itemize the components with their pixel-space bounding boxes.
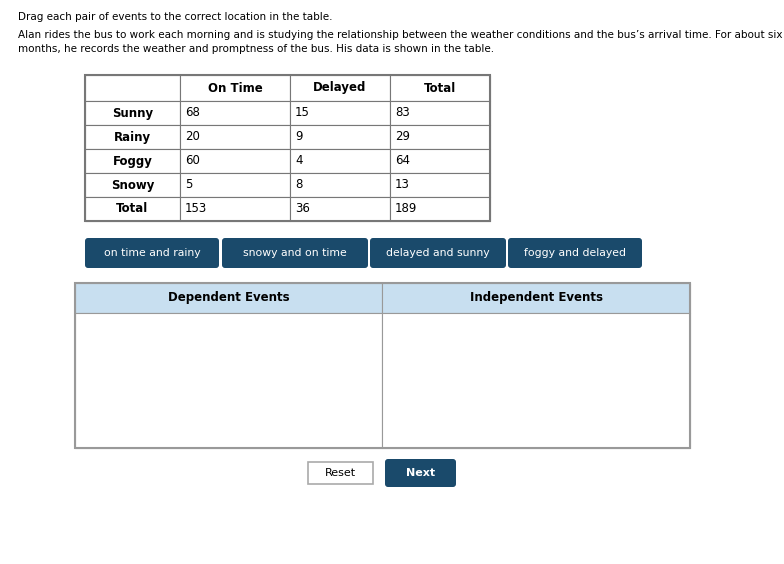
FancyBboxPatch shape	[508, 238, 642, 268]
Bar	[390, 149, 490, 173]
Text: 20: 20	[185, 130, 200, 143]
Text: Independent Events: Independent Events	[470, 292, 603, 305]
Bar	[85, 173, 180, 197]
Bar	[290, 173, 390, 197]
Text: Alan rides the bus to work each morning and is studying the relationship between: Alan rides the bus to work each morning …	[18, 30, 782, 40]
Bar	[290, 101, 390, 125]
Text: Total: Total	[424, 82, 456, 95]
Text: months, he records the weather and promptness of the bus. His data is shown in t: months, he records the weather and promp…	[18, 44, 494, 54]
Text: Next: Next	[406, 468, 435, 478]
Text: 153: 153	[185, 202, 207, 215]
Text: 8: 8	[295, 178, 303, 192]
Bar	[390, 197, 490, 221]
Text: 60: 60	[185, 155, 200, 168]
Text: 4: 4	[295, 155, 303, 168]
Bar	[290, 149, 390, 173]
Text: On Time: On Time	[208, 82, 263, 95]
Bar	[390, 75, 490, 101]
Text: Delayed: Delayed	[314, 82, 367, 95]
Bar	[75, 283, 383, 313]
Bar	[390, 125, 490, 149]
Text: Drag each pair of events to the correct location in the table.: Drag each pair of events to the correct …	[18, 12, 332, 22]
Bar	[180, 197, 290, 221]
Text: 64: 64	[395, 155, 410, 168]
Bar	[85, 125, 180, 149]
FancyBboxPatch shape	[370, 238, 506, 268]
Text: 68: 68	[185, 107, 200, 120]
FancyBboxPatch shape	[222, 238, 368, 268]
Text: Dependent Events: Dependent Events	[168, 292, 289, 305]
Text: 189: 189	[395, 202, 417, 215]
Text: Rainy: Rainy	[114, 130, 151, 143]
Bar	[85, 101, 180, 125]
Bar	[75, 283, 690, 448]
Bar	[180, 101, 290, 125]
Bar	[290, 197, 390, 221]
Text: Snowy: Snowy	[111, 178, 154, 192]
Bar	[290, 75, 390, 101]
Bar	[180, 125, 290, 149]
Text: Total: Total	[116, 202, 149, 215]
Text: 13: 13	[395, 178, 410, 192]
Text: Sunny: Sunny	[112, 107, 153, 120]
Bar	[85, 197, 180, 221]
Text: delayed and sunny: delayed and sunny	[387, 248, 490, 258]
Bar	[85, 75, 490, 221]
Text: 83: 83	[395, 107, 410, 120]
FancyBboxPatch shape	[385, 459, 456, 487]
Bar	[390, 173, 490, 197]
Text: Reset: Reset	[325, 468, 356, 478]
Text: 5: 5	[185, 178, 192, 192]
Bar	[180, 173, 290, 197]
Text: 9: 9	[295, 130, 303, 143]
Text: foggy and delayed: foggy and delayed	[524, 248, 626, 258]
Bar	[383, 313, 690, 448]
Bar	[383, 283, 690, 313]
Text: Foggy: Foggy	[113, 155, 152, 168]
Bar	[180, 149, 290, 173]
Bar	[180, 75, 290, 101]
Text: on time and rainy: on time and rainy	[103, 248, 201, 258]
Text: 29: 29	[395, 130, 410, 143]
Bar	[390, 101, 490, 125]
Bar	[290, 125, 390, 149]
Text: 36: 36	[295, 202, 310, 215]
Text: 15: 15	[295, 107, 310, 120]
Bar	[308, 462, 373, 484]
Bar	[85, 149, 180, 173]
Bar	[75, 313, 383, 448]
Bar	[85, 75, 180, 101]
Text: snowy and on time: snowy and on time	[243, 248, 347, 258]
FancyBboxPatch shape	[85, 238, 219, 268]
